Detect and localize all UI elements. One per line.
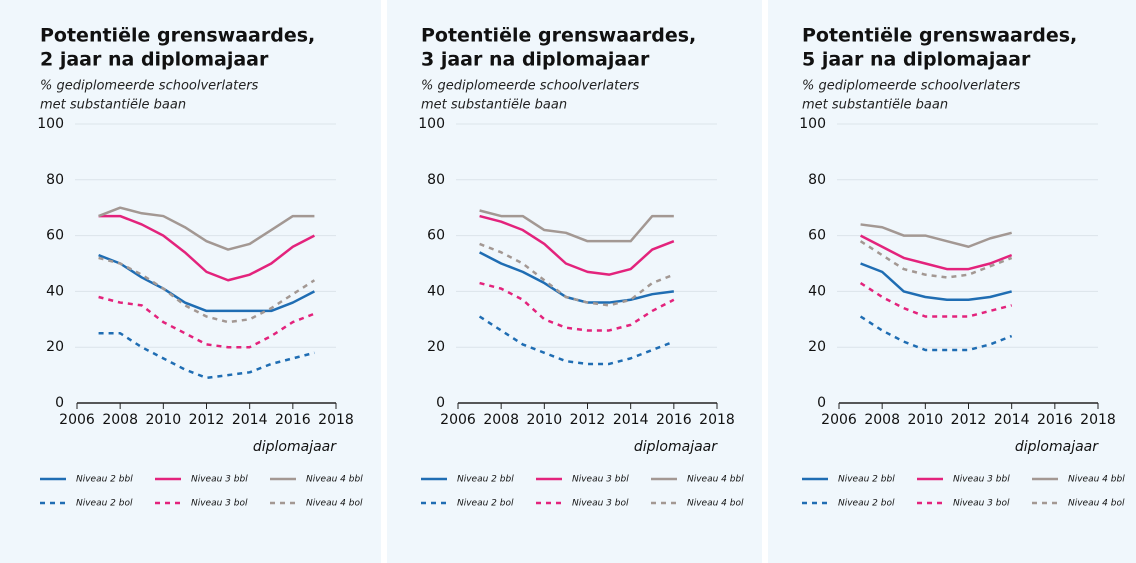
chart-subtitle: met substantiële baan — [802, 98, 948, 113]
series-line — [859, 240, 1013, 279]
legend-label: Niveau 3 bol — [953, 499, 1010, 509]
legend-label: Niveau 3 bbl — [572, 475, 629, 485]
y-tick-label: 20 — [427, 339, 445, 355]
chart-title: 2 jaar na diplomajaar — [40, 49, 269, 71]
legend-label: Niveau 4 bbl — [687, 475, 744, 485]
legend-label: Niveau 4 bbl — [1068, 475, 1125, 485]
x-tick-label: 2016 — [275, 412, 311, 428]
y-tick-label: 0 — [436, 395, 445, 411]
x-tick-label: 2012 — [189, 412, 225, 428]
series-line — [479, 242, 675, 307]
x-tick-label: 2012 — [951, 412, 987, 428]
y-tick-label: 100 — [418, 116, 445, 132]
chart-subtitle: met substantiële baan — [421, 98, 567, 113]
x-tick-label: 2014 — [613, 412, 649, 428]
series-line — [479, 214, 675, 276]
chart: Potentiële grenswaardes,5 jaar na diplom… — [799, 25, 1125, 509]
legend-label: Niveau 2 bbl — [457, 475, 514, 485]
legend-label: Niveau 3 bol — [191, 499, 248, 509]
panel-bg — [0, 0, 381, 563]
chart-title: Potentiële grenswaardes, — [421, 25, 696, 47]
chart-subtitle: % gediplomeerde schoolverlaters — [40, 79, 259, 94]
x-tick-label: 2014 — [232, 412, 268, 428]
legend-label: Niveau 4 bol — [687, 499, 744, 509]
chart: Potentiële grenswaardes,3 jaar na diplom… — [418, 25, 744, 509]
chart-subtitle: % gediplomeerde schoolverlaters — [421, 79, 640, 94]
x-tick-label: 2008 — [483, 412, 519, 428]
x-axis-label: diplomajaar — [634, 439, 718, 455]
y-tick-label: 0 — [817, 395, 826, 411]
series-line — [860, 234, 1013, 271]
series-line — [98, 332, 315, 380]
chart-subtitle: % gediplomeerde schoolverlaters — [802, 79, 1021, 94]
x-tick-label: 2010 — [908, 412, 944, 428]
chart-title: 3 jaar na diplomajaar — [421, 49, 650, 71]
x-axis-label: diplomajaar — [1015, 439, 1099, 455]
x-tick-label: 2016 — [1037, 412, 1073, 428]
x-tick-label: 2006 — [59, 412, 95, 428]
y-tick-label: 40 — [46, 283, 64, 299]
y-tick-label: 40 — [427, 283, 445, 299]
series-line — [479, 281, 675, 332]
legend-label: Niveau 4 bol — [306, 499, 363, 509]
legend-label: Niveau 2 bol — [457, 499, 514, 509]
y-tick-label: 100 — [37, 116, 64, 132]
x-tick-label: 2018 — [318, 412, 354, 428]
y-tick-label: 100 — [799, 116, 826, 132]
legend-label: Niveau 3 bbl — [191, 475, 248, 485]
y-tick-label: 20 — [808, 339, 826, 355]
x-tick-label: 2006 — [821, 412, 857, 428]
series-line — [860, 223, 1012, 249]
legend-label: Niveau 2 bbl — [76, 475, 133, 485]
y-tick-label: 60 — [427, 228, 445, 244]
legend-label: Niveau 4 bol — [1068, 499, 1125, 509]
legend-label: Niveau 3 bol — [572, 499, 629, 509]
x-tick-label: 2016 — [656, 412, 692, 428]
x-tick-label: 2018 — [699, 412, 735, 428]
series-line — [478, 315, 675, 366]
y-tick-label: 60 — [46, 228, 64, 244]
y-tick-label: 60 — [808, 228, 826, 244]
series-line — [98, 206, 315, 251]
x-tick-label: 2010 — [146, 412, 182, 428]
y-tick-label: 40 — [808, 283, 826, 299]
series-line — [98, 253, 315, 313]
x-axis-label: diplomajaar — [253, 439, 337, 455]
x-tick-label: 2018 — [1080, 412, 1116, 428]
x-tick-label: 2008 — [864, 412, 900, 428]
x-tick-label: 2014 — [994, 412, 1030, 428]
series-line — [859, 281, 1012, 318]
chart-title: Potentiële grenswaardes, — [40, 25, 315, 47]
series-line — [860, 262, 1012, 302]
series-line — [479, 209, 674, 243]
panel-bg — [387, 0, 762, 563]
chart-title: 5 jaar na diplomajaar — [802, 49, 1031, 71]
legend-label: Niveau 2 bbl — [838, 475, 895, 485]
chart-title: Potentiële grenswaardes, — [802, 25, 1077, 47]
x-tick-label: 2006 — [440, 412, 476, 428]
legend-label: Niveau 2 bol — [838, 499, 895, 509]
series-line — [98, 214, 315, 282]
chart: Potentiële grenswaardes,2 jaar na diplom… — [37, 25, 363, 509]
series-line — [859, 315, 1013, 352]
x-tick-label: 2010 — [527, 412, 563, 428]
y-tick-label: 20 — [46, 339, 64, 355]
panel-bg — [768, 0, 1136, 563]
y-tick-label: 80 — [427, 172, 445, 188]
y-tick-label: 80 — [46, 172, 64, 188]
legend-label: Niveau 4 bbl — [306, 475, 363, 485]
chart-subtitle: met substantiële baan — [40, 98, 186, 113]
x-tick-label: 2008 — [102, 412, 138, 428]
series-line — [98, 256, 316, 324]
y-tick-label: 0 — [55, 395, 64, 411]
x-tick-label: 2012 — [570, 412, 606, 428]
legend-label: Niveau 3 bbl — [953, 475, 1010, 485]
legend-label: Niveau 2 bol — [76, 499, 133, 509]
y-tick-label: 80 — [808, 172, 826, 188]
